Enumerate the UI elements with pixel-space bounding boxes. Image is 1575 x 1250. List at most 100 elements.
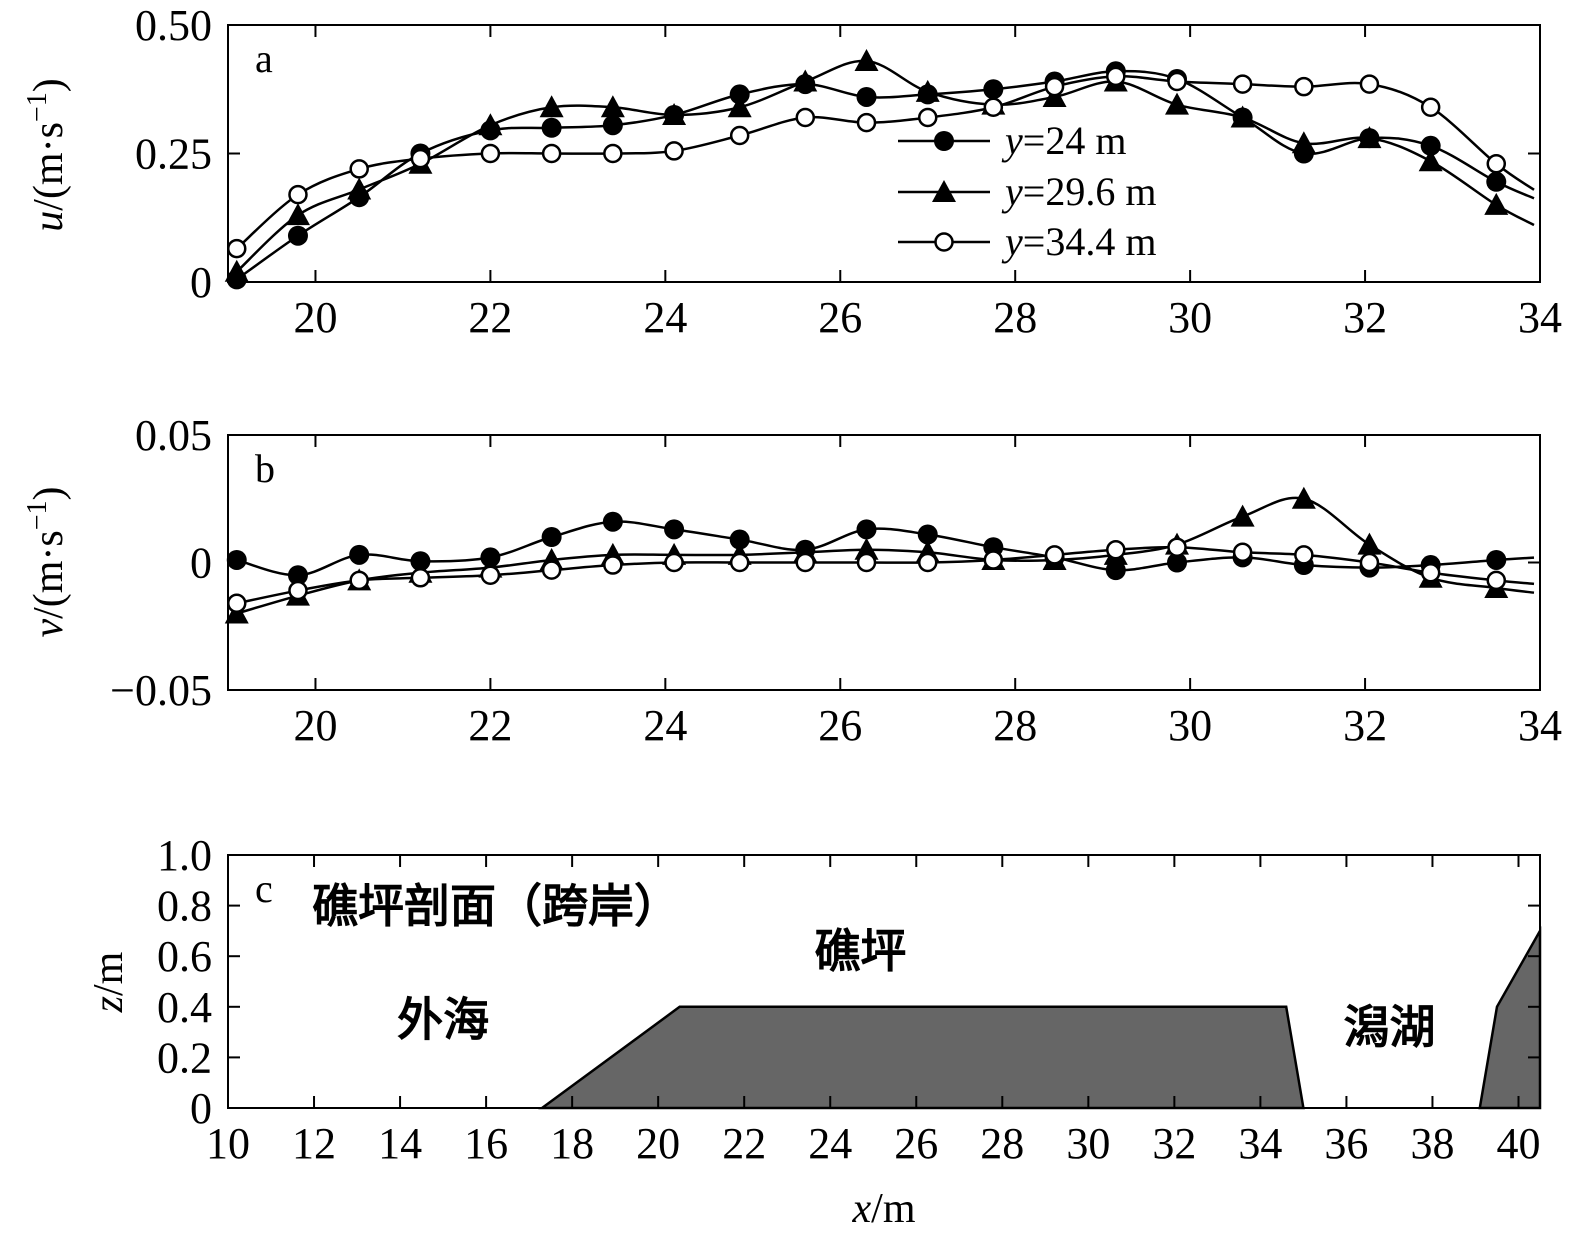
data-point-filled-triangle xyxy=(539,95,564,118)
data-point-filled-triangle xyxy=(1418,149,1443,172)
data-point-filled-triangle xyxy=(662,102,687,125)
x-tick-label: 16 xyxy=(464,1119,508,1168)
data-point-open-circle xyxy=(1232,542,1253,563)
x-tick-label: 20 xyxy=(293,701,337,750)
x-tick-label: 36 xyxy=(1324,1119,1368,1168)
data-point-filled-triangle xyxy=(793,69,818,92)
data-point-filled-circle xyxy=(541,527,562,547)
panel-c-frame xyxy=(227,854,1541,1109)
data-point-open-circle xyxy=(917,552,938,573)
data-point-open-circle xyxy=(664,552,684,573)
y-tick-label: 0.25 xyxy=(135,130,212,179)
data-point-filled-circle xyxy=(1486,549,1507,570)
y-tick-label: 0 xyxy=(190,1084,212,1133)
panel-b-ticks: 20 22 24 26 28 30 32 34 −0.05 0 0.05 xyxy=(110,411,1562,750)
data-point-open-circle xyxy=(1167,71,1187,92)
data-point-open-circle xyxy=(288,580,308,601)
panel-b-letter: b xyxy=(255,446,275,491)
data-point-open-circle xyxy=(729,125,750,146)
panel-a-legend: y=24 m y=29.6 m y=34.4 m xyxy=(898,118,1156,264)
x-tick-label: 26 xyxy=(818,701,862,750)
data-point-open-circle xyxy=(856,112,877,133)
data-point-filled-circle xyxy=(1167,552,1188,573)
data-point-open-circle xyxy=(480,143,501,164)
region-label: 潟湖 xyxy=(1343,1000,1435,1054)
data-point-open-circle xyxy=(1359,552,1380,573)
data-point-open-circle xyxy=(1044,545,1065,565)
data-point-filled-triangle xyxy=(285,203,310,226)
y-tick-label: 0.50 xyxy=(135,1,212,50)
data-point-filled-circle xyxy=(287,565,308,586)
x-tick-label: 24 xyxy=(808,1119,852,1168)
panel-a-ticks: 20 22 24 26 28 30 32 34 0 0.25 0.50 xyxy=(135,1,1562,342)
x-tick-label: 18 xyxy=(550,1119,594,1168)
x-tick-label: 34 xyxy=(1238,1119,1282,1168)
reef-flat-profile xyxy=(538,1005,1305,1110)
region-label: 礁坪 xyxy=(814,924,906,978)
panel-a-y-axis-label: u/(m·s−1) xyxy=(22,78,72,231)
x-tick-label: 40 xyxy=(1496,1119,1540,1168)
panel-c-x-axis-label: x/m xyxy=(852,1186,916,1232)
data-point-filled-triangle xyxy=(1357,126,1382,149)
panel-c-title: 礁坪剖面（跨岸） xyxy=(312,879,680,933)
data-point-open-circle xyxy=(664,141,684,161)
data-point-open-circle xyxy=(983,97,1004,117)
data-point-filled-circle xyxy=(729,84,750,105)
x-tick-label: 38 xyxy=(1410,1119,1454,1168)
data-point-filled-circle xyxy=(1105,560,1126,581)
data-point-open-circle xyxy=(1359,74,1380,94)
data-point-open-circle xyxy=(226,593,247,614)
x-tick-label: 32 xyxy=(1343,701,1387,750)
data-point-open-circle xyxy=(1232,74,1253,94)
data-point-open-circle xyxy=(480,565,501,585)
data-point-open-circle xyxy=(795,552,816,573)
data-point-filled-circle xyxy=(664,519,685,540)
series-line xyxy=(235,59,1535,273)
panel-c-letter: c xyxy=(255,866,273,911)
data-point-open-circle xyxy=(729,552,750,573)
y-tick-label: 0 xyxy=(190,258,212,307)
data-point-open-circle xyxy=(349,159,369,179)
y-tick-label: 0.2 xyxy=(157,1033,212,1082)
data-point-open-circle xyxy=(410,148,431,169)
data-point-open-circle xyxy=(226,238,247,259)
data-point-open-circle xyxy=(1106,540,1126,560)
legend-label-y24: y=24 m xyxy=(1001,118,1126,163)
data-point-filled-circle xyxy=(226,549,247,570)
data-point-filled-triangle xyxy=(1165,92,1190,115)
data-point-filled-circle xyxy=(602,511,623,532)
data-point-open-circle xyxy=(541,560,562,580)
x-tick-label: 20 xyxy=(293,293,337,342)
data-point-filled-circle xyxy=(1420,135,1441,156)
x-tick-label: 30 xyxy=(1168,293,1212,342)
x-tick-label: 22 xyxy=(468,701,512,750)
y-tick-label: −0.05 xyxy=(110,666,212,715)
x-tick-label: 22 xyxy=(468,293,512,342)
data-point-filled-triangle xyxy=(915,79,940,102)
data-point-filled-triangle xyxy=(224,259,249,282)
data-point-open-circle xyxy=(603,555,623,575)
data-point-filled-triangle xyxy=(347,177,372,200)
x-tick-label: 10 xyxy=(206,1119,250,1168)
data-point-open-circle xyxy=(1294,545,1314,565)
data-point-open-circle xyxy=(1044,76,1065,97)
data-point-filled-triangle xyxy=(1291,486,1316,509)
data-point-filled-triangle xyxy=(1230,105,1255,128)
legend-marker-filled-triangle xyxy=(932,180,956,202)
data-point-filled-circle xyxy=(287,225,308,246)
data-point-open-circle xyxy=(856,552,877,573)
data-point-open-circle xyxy=(541,143,562,164)
x-tick-label: 26 xyxy=(818,293,862,342)
data-point-open-circle xyxy=(917,107,938,128)
series-line xyxy=(236,69,1535,281)
data-point-filled-circle xyxy=(1486,171,1507,192)
shore-profile xyxy=(1478,926,1542,1110)
x-tick-label: 12 xyxy=(292,1119,336,1168)
legend-label-y29-6: y=29.6 m xyxy=(1001,169,1156,214)
data-point-filled-triangle xyxy=(1484,192,1509,215)
x-tick-label: 28 xyxy=(980,1119,1024,1168)
panel-c: 10 12 14 16 18 20 22 24 26 28 30 32 34 36 38 4000.20.40… xyxy=(86,831,1542,1232)
legend-label-y34-4: y=34.4 m xyxy=(1001,219,1156,264)
data-point-open-circle xyxy=(288,184,308,205)
